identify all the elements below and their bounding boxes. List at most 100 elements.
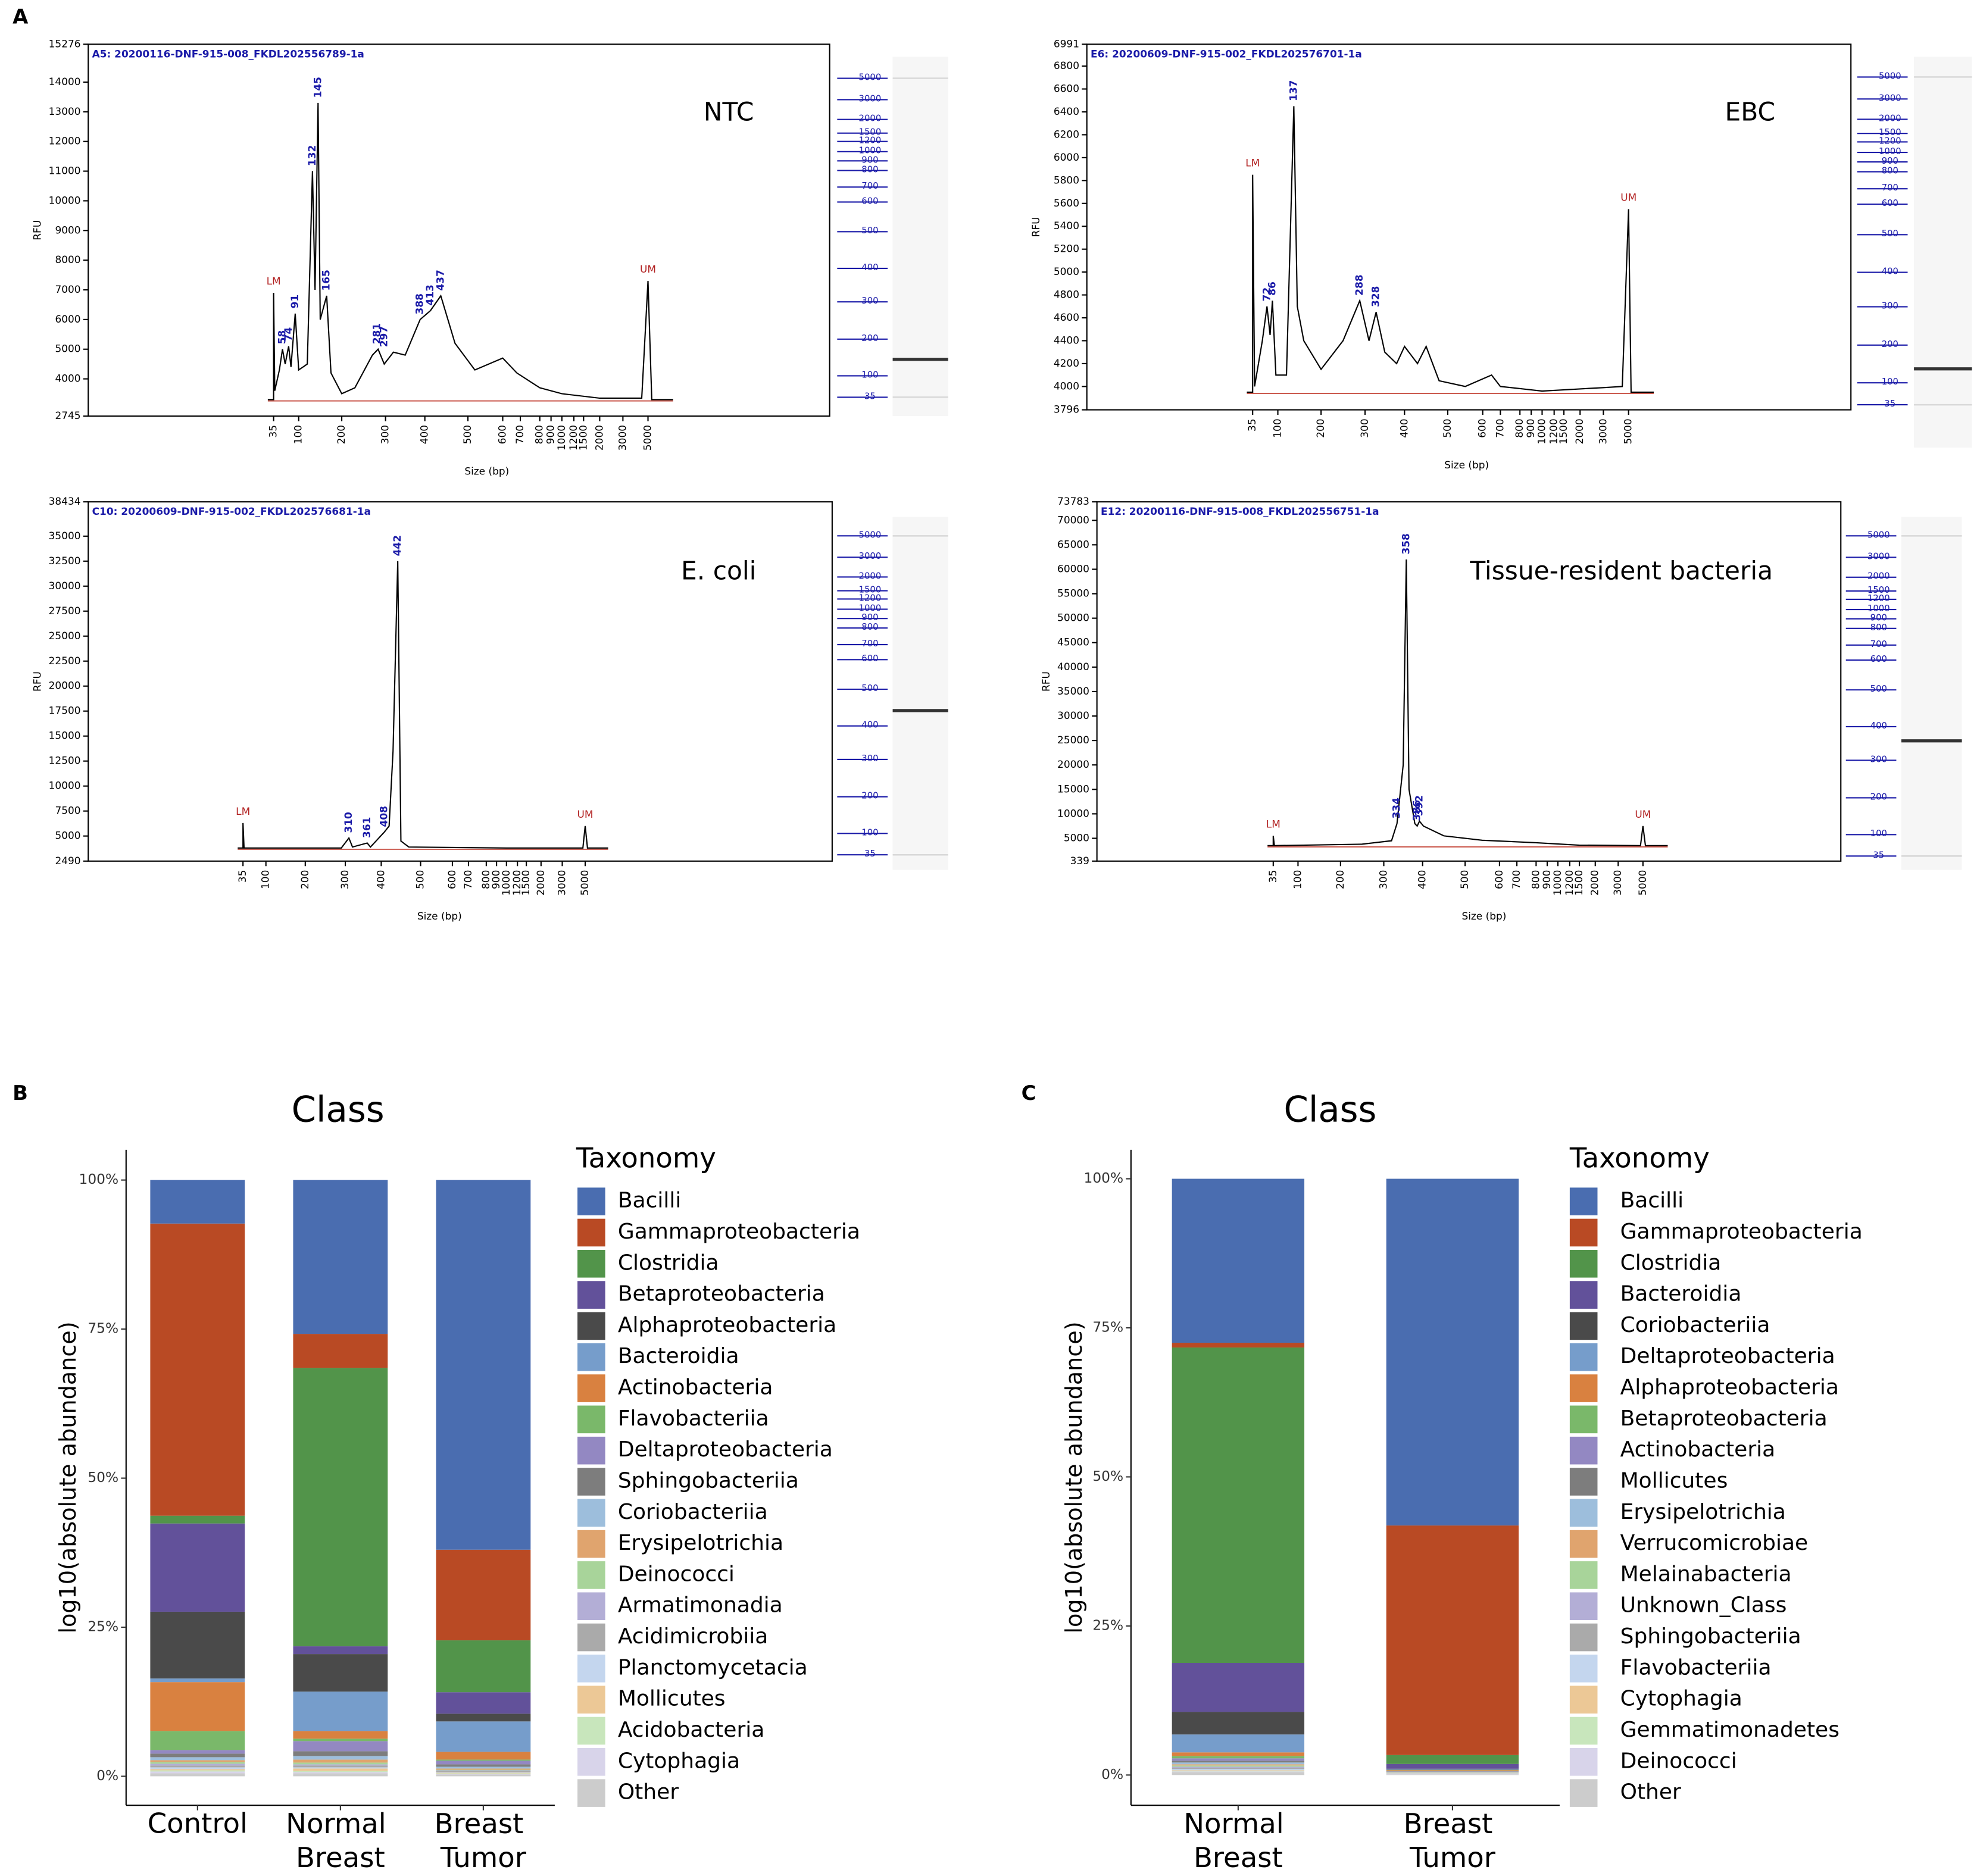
y-tick-label: 4400 bbox=[1054, 334, 1079, 346]
ladder-label: 5000 bbox=[1867, 530, 1890, 540]
peak-label: 86 bbox=[1266, 282, 1278, 296]
bar-segment bbox=[1386, 1755, 1519, 1764]
x-tick-label: 2000 bbox=[593, 425, 605, 451]
y-tick-label: 25000 bbox=[1057, 734, 1089, 746]
bar-segment bbox=[1386, 1764, 1519, 1769]
peak-label: 288 bbox=[1353, 274, 1365, 295]
x-tick-label: 400 bbox=[418, 425, 430, 444]
ladder-label: 2000 bbox=[1867, 571, 1890, 581]
peak-label: 358 bbox=[1400, 533, 1411, 554]
legend-swatch bbox=[577, 1499, 605, 1527]
ladder-label: 5000 bbox=[859, 530, 882, 540]
bar-segment bbox=[293, 1764, 388, 1766]
x-tick-label: 3000 bbox=[1611, 870, 1623, 896]
x-tick-label: 3000 bbox=[1597, 418, 1609, 444]
x-tick-label-line: Tumor bbox=[1409, 1841, 1496, 1874]
legend-swatch bbox=[1569, 1187, 1598, 1215]
y-tick-label: 4600 bbox=[1054, 311, 1079, 323]
marker-label: UM bbox=[1635, 808, 1651, 820]
ladder-label: 700 bbox=[861, 181, 878, 191]
legend-label: Acidimicrobiia bbox=[618, 1624, 768, 1649]
legend-label: Other bbox=[1620, 1780, 1681, 1805]
ladder-label: 35 bbox=[864, 391, 876, 401]
bar-segment bbox=[293, 1368, 388, 1647]
x-tick-label: 100 bbox=[260, 870, 271, 889]
x-tick-label-line: Normal bbox=[286, 1808, 395, 1840]
y-tick-label: 30000 bbox=[49, 580, 81, 592]
x-tick-label: 100 bbox=[292, 425, 304, 444]
bar-segment bbox=[436, 1714, 531, 1722]
ladder-label: 300 bbox=[1882, 301, 1898, 311]
x-tick-label: 200 bbox=[299, 870, 311, 889]
y-tick-label: 45000 bbox=[1057, 636, 1089, 648]
x-tick-label: 400 bbox=[374, 870, 386, 889]
x-tick-label: 800 bbox=[480, 870, 492, 889]
x-tick-label: 1000 bbox=[1551, 870, 1563, 896]
x-tick-label: 5000 bbox=[1622, 418, 1634, 444]
y-tick-label: 13000 bbox=[49, 105, 81, 117]
y-tick-label: 75% bbox=[1092, 1319, 1123, 1335]
bar-segment bbox=[436, 1692, 531, 1714]
bar-segment bbox=[1172, 1766, 1305, 1768]
y-tick-label: 12500 bbox=[49, 755, 81, 767]
bar-segment bbox=[436, 1752, 531, 1760]
marker-label: LM bbox=[236, 805, 250, 817]
ladder-label: 800 bbox=[861, 164, 878, 174]
peak-label: 334 bbox=[1391, 798, 1403, 818]
legend-label: Melainabacteria bbox=[1620, 1562, 1792, 1586]
ladder-label: 400 bbox=[861, 262, 878, 273]
bar-segment bbox=[150, 1764, 245, 1766]
ladder-label: 200 bbox=[1870, 792, 1887, 802]
bar-segment bbox=[436, 1770, 531, 1771]
bar-segment bbox=[293, 1768, 388, 1771]
legend-swatch bbox=[1569, 1405, 1598, 1434]
legend-label: Clostridia bbox=[618, 1250, 719, 1275]
x-tick-label: 35 bbox=[236, 870, 248, 883]
x-tick-label: 1000 bbox=[500, 870, 512, 896]
x-tick-label: 300 bbox=[1358, 418, 1370, 437]
y-tick-label: 50000 bbox=[1057, 612, 1089, 624]
bar-segment bbox=[150, 1753, 245, 1758]
bar-segment bbox=[436, 1549, 531, 1641]
legend-label: Deltaproteobacteria bbox=[618, 1437, 833, 1462]
ladder-label: 3000 bbox=[859, 93, 882, 104]
legend-swatch bbox=[577, 1748, 605, 1776]
legend-label: Deinococci bbox=[1620, 1749, 1737, 1773]
bar-segment bbox=[293, 1334, 388, 1368]
y-tick-label: 65000 bbox=[1057, 538, 1089, 550]
y-tick-label: 6600 bbox=[1054, 83, 1079, 95]
bar-segment bbox=[1172, 1765, 1305, 1767]
bar-segment bbox=[293, 1751, 388, 1756]
bar-segment bbox=[293, 1773, 388, 1777]
legend-swatch bbox=[577, 1561, 605, 1589]
bar-segment bbox=[1386, 1769, 1519, 1771]
peak-label: 281 bbox=[371, 323, 383, 344]
peak-label: 392 bbox=[1413, 795, 1425, 816]
x-tick-label-line: Breast bbox=[1194, 1841, 1283, 1874]
legend-label: Planctomycetacia bbox=[618, 1655, 808, 1680]
legend-label: Erysipelotrichia bbox=[618, 1531, 783, 1555]
bar-segment bbox=[1172, 1347, 1305, 1664]
y-tick-label: 6800 bbox=[1054, 60, 1079, 71]
sample-label: NTC bbox=[704, 97, 754, 126]
sample-label: E. coli bbox=[681, 556, 756, 585]
gel-lane bbox=[1901, 517, 1962, 870]
x-tick-label: 2000 bbox=[1573, 418, 1585, 444]
legend-label: Verrucomicrobiae bbox=[1620, 1531, 1809, 1555]
peak-label: 91 bbox=[289, 295, 301, 309]
x-tick-label: 600 bbox=[1476, 418, 1488, 437]
x-tick-label-line: Breast bbox=[296, 1841, 385, 1874]
bar-segment bbox=[436, 1772, 531, 1774]
bar-segment bbox=[1172, 1770, 1305, 1771]
panel-letter: C bbox=[1022, 1081, 1036, 1105]
y-tick-label: 3796 bbox=[1054, 404, 1079, 415]
x-tick-label: 1000 bbox=[555, 425, 567, 451]
y-tick-label: 2745 bbox=[55, 409, 80, 421]
y-tick-label: 5000 bbox=[1054, 265, 1079, 277]
sample-id: E12: 20200116-DNF-915-008_FKDL202556751-… bbox=[1101, 505, 1379, 517]
y-tick-label: 7000 bbox=[55, 283, 80, 295]
plot-frame bbox=[88, 501, 833, 862]
legend-label: Betaproteobacteria bbox=[618, 1282, 825, 1306]
legend-swatch bbox=[577, 1343, 605, 1371]
